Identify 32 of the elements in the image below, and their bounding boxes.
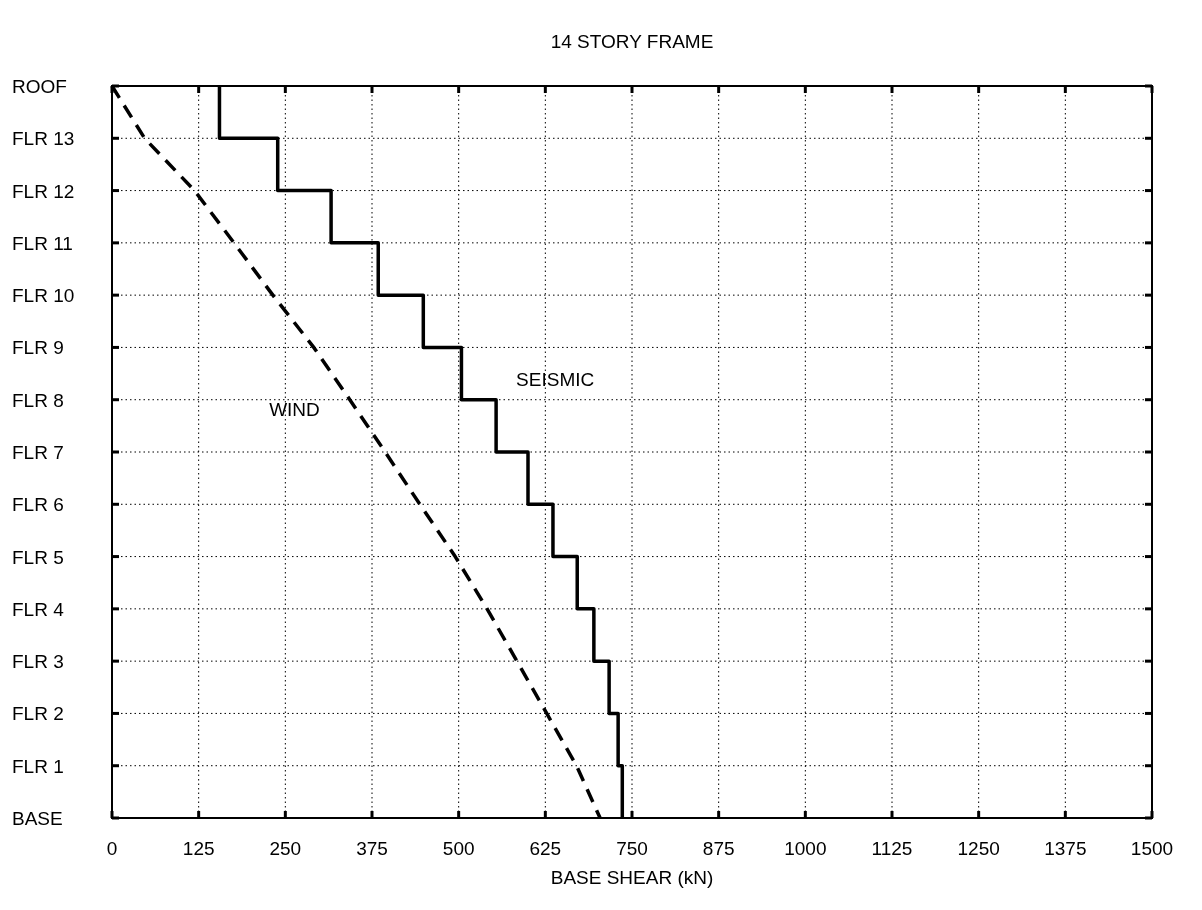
y-tick-label: FLR 11 [12, 232, 73, 254]
x-tick-label: 1125 [871, 838, 913, 859]
x-tick-label: 875 [702, 838, 735, 859]
x-tick-label: 1500 [1130, 838, 1174, 859]
y-tick-label: FLR 6 [12, 494, 64, 516]
x-tick-label: 0 [106, 838, 118, 859]
y-tick-label: FLR 7 [12, 442, 64, 463]
y-tick-label: FLR 4 [12, 598, 65, 620]
x-tick-label: 1375 [1044, 838, 1087, 859]
x-tick-label: 375 [356, 838, 388, 859]
y-tick-label: FLR 3 [12, 651, 64, 673]
y-tick-label: FLR 5 [12, 546, 64, 568]
y-tick-label: FLR 9 [12, 337, 64, 359]
y-tick-label: FLR 1 [12, 755, 64, 777]
x-tick-label: 1250 [957, 838, 1000, 859]
y-tick-label: FLR 12 [12, 180, 75, 202]
x-tick-label: 1000 [784, 838, 827, 859]
x-tick-label: 250 [269, 838, 302, 859]
y-tick-label: FLR 13 [12, 128, 75, 150]
x-tick-label: 750 [616, 838, 648, 859]
x-tick-label: 625 [529, 838, 562, 859]
y-tick-label: ROOF [12, 76, 67, 97]
x-tick-label: 500 [442, 838, 475, 859]
y-tick-label: FLR 8 [12, 389, 64, 411]
y-tick-label: FLR 10 [12, 285, 75, 307]
y-tick-label: FLR 2 [12, 703, 64, 725]
y-tick-label: BASE [12, 808, 63, 829]
x-axis-title: BASE SHEAR (kN) [550, 867, 714, 888]
chart-title: 14 STORY FRAME [550, 31, 714, 52]
series-label: WIND [269, 398, 320, 420]
series-label: SEISMIC [516, 368, 595, 390]
x-tick-label: 125 [182, 838, 215, 859]
